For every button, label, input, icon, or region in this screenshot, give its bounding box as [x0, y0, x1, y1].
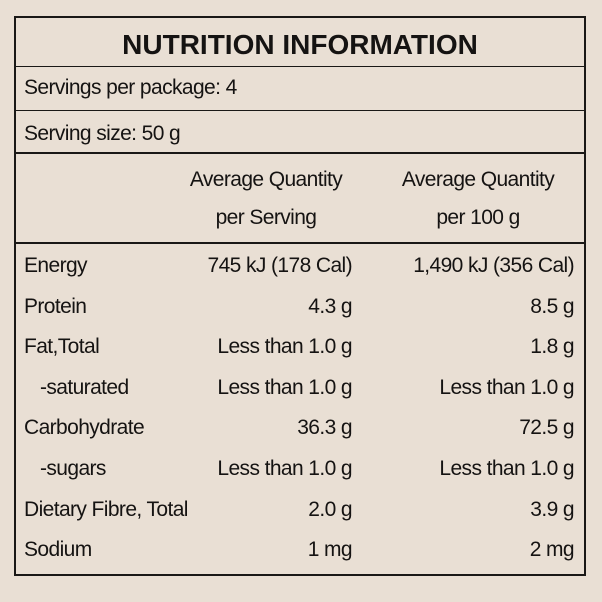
- nutrient-name: -sugars: [40, 457, 106, 480]
- per-100g: 1.8 g: [530, 335, 574, 359]
- nutrition-panel: NUTRITION INFORMATION Servings per packa…: [14, 16, 586, 576]
- per-100g: 2 mg: [529, 538, 575, 562]
- nutrient-name: Sodium: [24, 538, 92, 562]
- per-serving: 745 kJ (178 Cal): [207, 254, 353, 277]
- nutrient-name: Carbohydrate: [24, 416, 145, 440]
- per-serving: 36.3 g: [297, 416, 352, 440]
- per-serving: 2.0 g: [308, 497, 352, 521]
- per-100g: 8.5 g: [530, 294, 574, 318]
- per-100g: 3.9 g: [530, 497, 574, 521]
- divider: [16, 242, 584, 244]
- per-serving: Less than 1.0 g: [217, 335, 352, 359]
- title: NUTRITION INFORMATION: [122, 29, 478, 60]
- column-header: Average Quantity: [401, 168, 555, 191]
- per-serving: Less than 1.0 g: [217, 457, 352, 480]
- per-100g: 72.5 g: [519, 416, 574, 440]
- per-serving: Less than 1.0 g: [217, 375, 352, 399]
- servings: Servings per package: 4: [24, 76, 237, 99]
- per-100g: Less than 1.0 g: [439, 457, 574, 480]
- nutrient-name: Fat,Total: [24, 335, 100, 359]
- column-header: per 100 g: [436, 206, 520, 229]
- divider: [16, 152, 584, 154]
- per-serving: 1 mg: [307, 538, 353, 562]
- per-100g: 1,490 kJ (356 Cal): [413, 254, 574, 277]
- nutrient-name: Protein: [24, 294, 87, 318]
- nutrient-name: -saturated: [40, 375, 129, 399]
- column-header: Average Quantity: [189, 168, 343, 191]
- per-serving: 4.3 g: [308, 294, 352, 318]
- divider: [16, 110, 584, 111]
- nutrient-name: Dietary Fibre, Total: [24, 497, 188, 521]
- serving-size: Serving size: 50 g: [24, 122, 181, 145]
- column-header: per Serving: [215, 206, 317, 229]
- per-100g: Less than 1.0 g: [439, 375, 574, 399]
- nutrient-name: Energy: [24, 254, 88, 277]
- divider: [16, 66, 584, 67]
